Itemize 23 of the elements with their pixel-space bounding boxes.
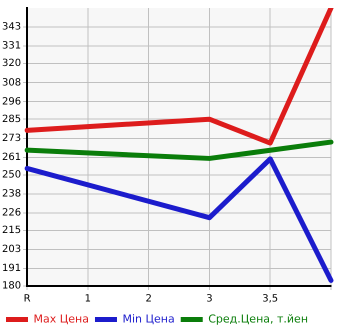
y-tick-label: 191 xyxy=(2,263,22,274)
legend-label: Сред.Цена, т.йен xyxy=(208,312,308,326)
x-tick-label: 3 xyxy=(206,294,213,305)
y-tick-label: 320 xyxy=(2,58,22,70)
y-tick-label: 308 xyxy=(2,77,22,88)
legend-label: Min Цена xyxy=(122,312,175,326)
x-tick-label: R xyxy=(24,294,31,305)
y-tick-label: 238 xyxy=(2,188,22,200)
y-tick-label: 343 xyxy=(2,22,22,33)
y-tick-label: 226 xyxy=(2,208,22,219)
y-tick-label: 203 xyxy=(2,244,22,256)
x-tick-label: 1 xyxy=(84,294,92,305)
x-tick-label: 3,5 xyxy=(262,294,278,305)
y-tick-label: 261 xyxy=(2,152,22,163)
legend-label: Max Цена xyxy=(34,312,89,326)
y-tick-label: 250 xyxy=(2,169,22,180)
y-tick-label: 296 xyxy=(2,96,22,108)
y-tick-label: 285 xyxy=(2,114,22,125)
x-tick-label: 2 xyxy=(145,294,152,305)
y-tick-label: 215 xyxy=(2,224,22,236)
y-tick-label: 180 xyxy=(2,280,22,292)
y-tick-label: 273 xyxy=(2,132,22,144)
y-tick-label: 331 xyxy=(2,40,22,52)
